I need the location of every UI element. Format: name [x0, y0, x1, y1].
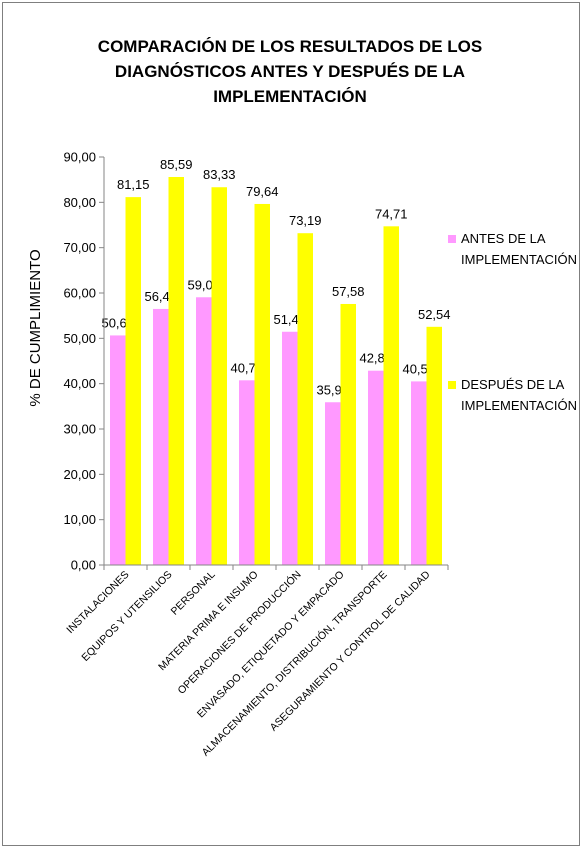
bar-series-1 [239, 380, 255, 565]
data-label-series-2: 83,33 [203, 167, 236, 182]
bar-series-2 [297, 233, 313, 566]
bar-series-2 [426, 326, 442, 565]
bar-series-1 [325, 402, 341, 565]
y-tick-label: 30,00 [63, 422, 96, 437]
y-axis-label: % DE CUMPLIMIENTO [27, 249, 44, 406]
bar-series-2 [254, 203, 270, 565]
data-label-series-2: 74,71 [375, 206, 408, 221]
legend-label-series-2: IMPLEMENTACIÓN [461, 398, 577, 413]
y-tick-label: 90,00 [63, 150, 96, 165]
y-tick-label: 60,00 [63, 286, 96, 301]
legend-swatch-series-2 [448, 381, 456, 389]
data-label-series-2: 85,59 [160, 157, 193, 172]
legend-label-series-1: ANTES DE LA [461, 231, 546, 246]
bar-series-1 [110, 335, 126, 565]
bar-series-2 [383, 226, 399, 565]
data-label-series-2: 73,19 [289, 213, 322, 228]
bar-series-1 [196, 297, 212, 565]
x-category-label: ASEGURAMIENTO Y CONTROL DE CALIDAD [268, 568, 433, 733]
chart-title-line-1: COMPARACIÓN DE LOS RESULTADOS DE LOS [98, 37, 482, 56]
y-tick-label: 20,00 [63, 467, 96, 482]
bar-series-1 [153, 308, 169, 565]
bar-series-1 [368, 370, 384, 565]
legend: ANTES DE LA IMPLEMENTACIÓN DESPUÉS DE LA IM… [448, 231, 577, 413]
plot-area: 0,00 10,00 20,00 30,00 40,00 50,00 60,00 70,00 8… [63, 150, 450, 759]
bar-series-1 [411, 381, 427, 565]
chart-title: COMPARACIÓN DE LOS RESULTADOS DE LOS DIA… [98, 37, 482, 106]
bar-series-2 [340, 303, 356, 565]
data-label-series-2: 52,54 [418, 307, 451, 322]
bar-series-1 [282, 331, 298, 565]
legend-label-series-2: DESPUÉS DE LA [461, 377, 565, 392]
x-category-label: ENVASADO, ETIQUETADO Y EMPACADO [195, 569, 347, 721]
y-tick-label: 80,00 [63, 195, 96, 210]
chart-title-line-2: DIAGNÓSTICOS ANTES Y DESPUÉS DE LA [115, 62, 465, 81]
y-tick-label: 0,00 [71, 558, 96, 573]
chart-title-line-3: IMPLEMENTACIÓN [213, 87, 367, 106]
y-tick-label: 50,00 [63, 331, 96, 346]
data-label-series-2: 57,58 [332, 284, 365, 299]
bar-series-2 [211, 187, 227, 565]
legend-swatch-series-1 [448, 235, 456, 243]
x-category-label: EQUIPOS Y UTENSILIOS [79, 569, 174, 664]
y-tick-label: 40,00 [63, 376, 96, 391]
legend-label-series-1: IMPLEMENTACIÓN [461, 252, 577, 267]
y-tick-label: 10,00 [63, 512, 96, 527]
bar-series-2 [125, 197, 141, 565]
data-label-series-2: 81,15 [117, 177, 150, 192]
data-label-series-2: 79,64 [246, 184, 279, 199]
y-tick-label: 70,00 [63, 240, 96, 255]
bar-series-2 [168, 176, 184, 565]
